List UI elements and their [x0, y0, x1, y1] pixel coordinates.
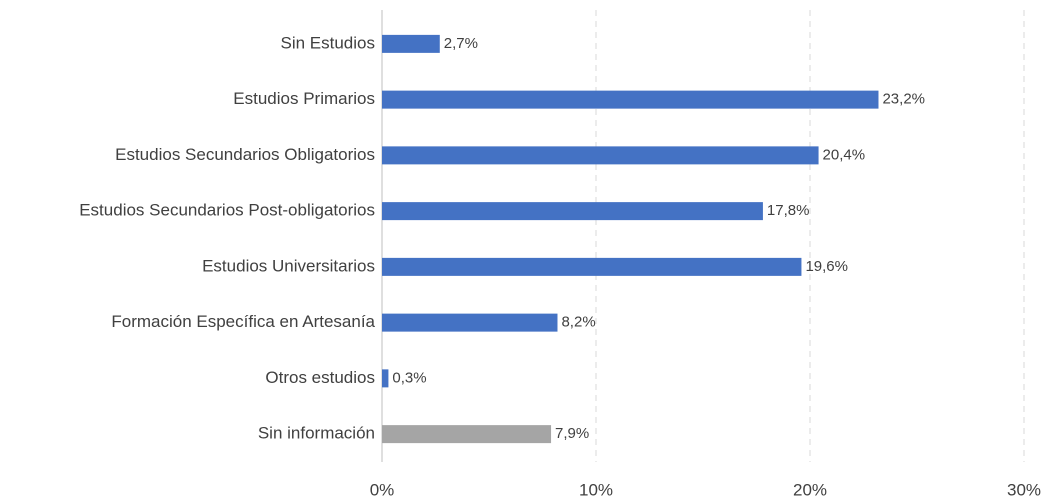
y-tick-label: Estudios Secundarios Post-obligatorios — [79, 201, 375, 220]
data-label: 7,9% — [555, 425, 589, 442]
x-tick-label: 20% — [793, 480, 827, 499]
x-tick-label: 10% — [579, 480, 613, 499]
y-tick-label: Otros estudios — [265, 368, 375, 387]
y-tick-label: Formación Específica en Artesanía — [111, 312, 375, 331]
data-label: 2,7% — [444, 35, 478, 52]
data-label: 19,6% — [805, 258, 848, 275]
y-tick-label: Estudios Universitarios — [202, 256, 375, 275]
data-label: 8,2% — [561, 314, 595, 331]
data-label: 0,3% — [392, 369, 426, 386]
bar — [382, 90, 879, 109]
x-tick-label: 0% — [370, 480, 395, 499]
bar — [382, 257, 802, 276]
data-label: 20,4% — [823, 146, 866, 163]
y-tick-label: Sin Estudios — [281, 33, 376, 52]
y-tick-label: Estudios Primarios — [233, 89, 375, 108]
y-tick-label: Estudios Secundarios Obligatorios — [115, 145, 375, 164]
bar — [382, 146, 819, 165]
data-label: 17,8% — [767, 202, 810, 219]
bar — [382, 313, 558, 332]
bar — [382, 425, 552, 444]
bar — [382, 202, 763, 221]
bar — [382, 369, 389, 388]
data-label: 23,2% — [882, 91, 925, 108]
y-tick-label: Sin información — [258, 424, 375, 443]
x-tick-label: 30% — [1007, 480, 1041, 499]
bar — [382, 34, 440, 53]
